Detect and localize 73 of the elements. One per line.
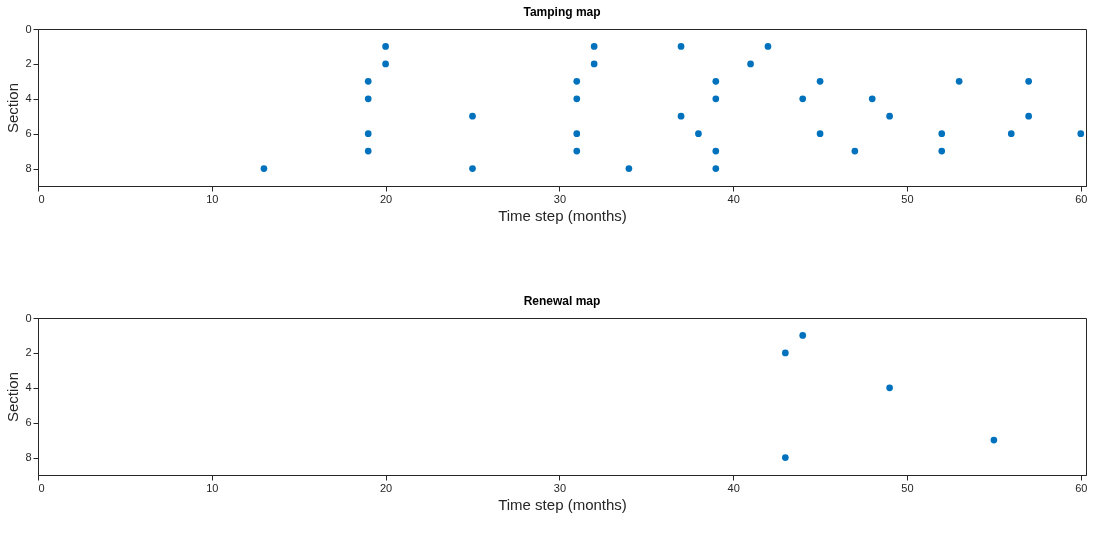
y-tick-label: 0 — [25, 22, 32, 35]
point — [677, 112, 685, 120]
y-tick-label: 6 — [25, 416, 32, 429]
point — [695, 130, 702, 138]
x-tick-label: 60 — [1075, 192, 1088, 205]
y-axis-title: Section — [4, 82, 22, 134]
point — [364, 147, 372, 155]
point — [677, 43, 685, 50]
chart-title: Tamping map — [523, 5, 601, 19]
point — [364, 95, 372, 103]
point — [590, 60, 598, 68]
point — [573, 77, 581, 85]
y-axis-title: Section — [4, 371, 22, 423]
point — [1007, 130, 1015, 138]
x-tick-label: 20 — [379, 192, 393, 205]
x-tick-label: 50 — [901, 481, 914, 494]
point — [816, 130, 824, 138]
point — [469, 112, 476, 120]
point — [781, 454, 789, 461]
point — [938, 130, 946, 138]
point — [886, 112, 893, 120]
point — [573, 130, 581, 138]
point — [625, 165, 633, 172]
point — [260, 165, 268, 172]
chart-title: Renewal map — [523, 294, 601, 308]
point — [886, 384, 893, 392]
point — [799, 332, 807, 339]
x-axis-title: Time step (months) — [498, 206, 627, 224]
point — [1025, 112, 1032, 120]
point — [990, 436, 998, 444]
y-tick-label: 0 — [25, 311, 32, 324]
point — [938, 147, 946, 155]
point — [712, 165, 720, 172]
x-tick-label: 0 — [38, 192, 45, 205]
y-tick-label: 8 — [25, 162, 32, 175]
y-tick-label: 2 — [25, 346, 32, 359]
x-tick-label: 10 — [206, 481, 219, 494]
point — [590, 43, 598, 50]
y-tick-label: 4 — [25, 381, 32, 394]
x-tick-label: 60 — [1075, 481, 1088, 494]
point — [712, 77, 720, 85]
point — [764, 43, 772, 50]
x-tick-label: 20 — [379, 481, 393, 494]
y-tick-label: 4 — [25, 92, 32, 105]
y-tick-label: 8 — [25, 451, 32, 464]
x-tick-label: 10 — [206, 192, 219, 205]
point — [364, 77, 372, 85]
point — [868, 95, 876, 103]
point — [747, 60, 754, 68]
point — [851, 147, 859, 155]
point — [955, 77, 963, 85]
x-tick-label: 40 — [727, 481, 740, 494]
point — [382, 60, 389, 68]
point — [382, 43, 389, 50]
y-tick-label: 2 — [25, 57, 32, 70]
x-tick-label: 0 — [38, 481, 45, 494]
x-tick-label: 30 — [553, 481, 567, 494]
point — [573, 95, 581, 103]
point — [469, 165, 476, 172]
y-tick-label: 6 — [25, 127, 32, 140]
point — [1077, 130, 1085, 138]
x-axis-title: Time step (months) — [498, 495, 627, 513]
point — [712, 147, 720, 155]
point — [816, 77, 824, 85]
point — [1025, 77, 1032, 85]
x-tick-label: 50 — [901, 192, 914, 205]
point — [573, 147, 581, 155]
x-tick-label: 40 — [727, 192, 740, 205]
point — [799, 95, 807, 103]
x-tick-label: 30 — [553, 192, 567, 205]
point — [781, 349, 789, 357]
point — [712, 95, 720, 103]
point — [364, 130, 372, 138]
